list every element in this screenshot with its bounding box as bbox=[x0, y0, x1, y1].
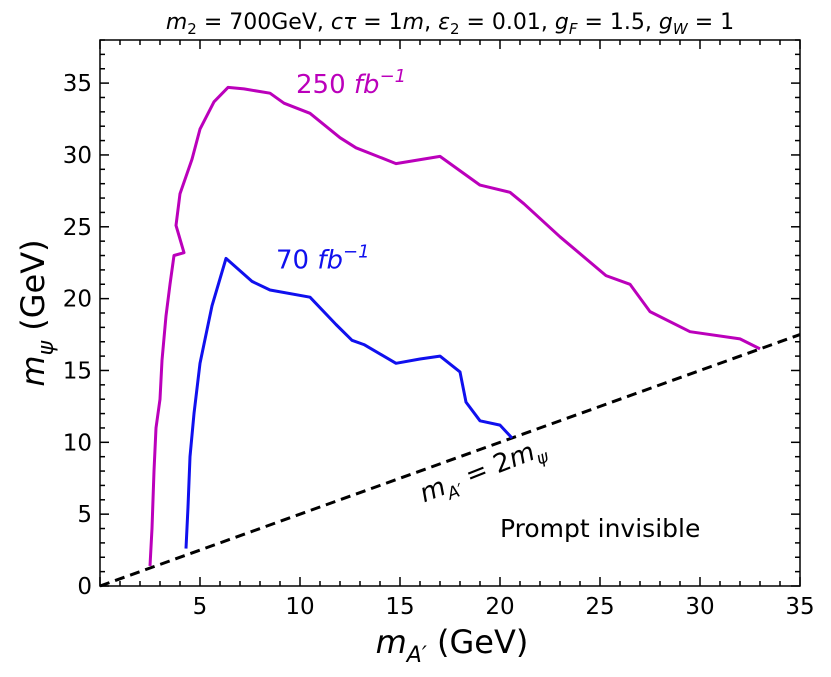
x-tick-label: 10 bbox=[285, 594, 314, 620]
x-tick-label: 35 bbox=[785, 594, 814, 620]
series-label-1: 70 fb−1 bbox=[276, 241, 370, 275]
x-tick-label: 15 bbox=[385, 594, 414, 620]
y-axis-title: mψ (GeV) bbox=[14, 239, 59, 386]
y-tick-label: 30 bbox=[63, 143, 92, 169]
y-tick-label: 15 bbox=[63, 358, 92, 384]
series-line-0 bbox=[148, 85, 761, 566]
x-tick-label: 5 bbox=[193, 594, 208, 620]
reference-line bbox=[99, 333, 801, 588]
y-tick-label: 20 bbox=[63, 287, 92, 313]
y-tick-label: 0 bbox=[77, 574, 92, 600]
chart-title: m2 = 700GeV, cτ = 1m, ε2 = 0.01, gF = 1.… bbox=[166, 10, 734, 38]
y-tick-label: 5 bbox=[77, 502, 92, 528]
x-tick-label: 30 bbox=[685, 594, 714, 620]
region-label: Prompt invisible bbox=[500, 514, 700, 543]
series-line-1 bbox=[184, 256, 514, 549]
series-label-0: 250 fb−1 bbox=[296, 66, 406, 100]
axis-ticks bbox=[99, 39, 801, 587]
tick-labels: 5 10 15 20 25 30 35 0 5 10 15 20 25 30 35 bbox=[63, 71, 815, 620]
series-layer bbox=[99, 85, 801, 588]
x-tick-label: 20 bbox=[485, 594, 514, 620]
y-tick-label: 25 bbox=[63, 215, 92, 241]
y-tick-label: 10 bbox=[63, 430, 92, 456]
reference-line-label: mA′ = 2mψ bbox=[416, 433, 553, 514]
x-tick-label: 25 bbox=[585, 594, 614, 620]
x-axis-title: mA′ (GeV) bbox=[376, 623, 529, 668]
y-tick-label: 35 bbox=[63, 71, 92, 97]
